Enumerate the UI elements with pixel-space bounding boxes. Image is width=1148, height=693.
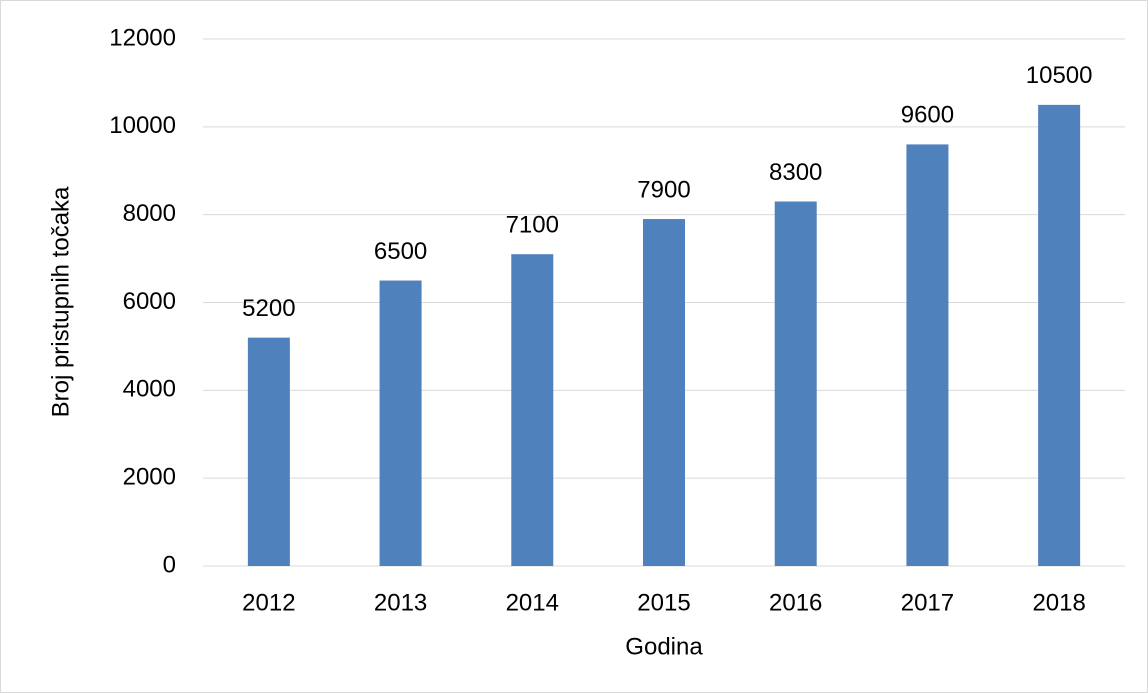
data-label: 9600 [901,102,954,129]
y-tick-label: 12000 [109,24,176,51]
y-tick-label: 4000 [123,376,176,403]
x-tick-label: 2013 [374,589,427,616]
y-tick-label: 0 [163,551,176,578]
y-tick-label: 2000 [123,464,176,491]
x-tick-label: 2012 [242,589,295,616]
x-tick-label: 2015 [637,589,690,616]
bar [247,337,290,566]
y-tick-label: 8000 [123,200,176,227]
data-label: 7900 [637,176,690,203]
x-tick-label: 2017 [901,589,954,616]
y-axis-label: Broj pristupnih točaka [47,186,74,417]
bar [379,280,422,566]
bar [1038,104,1081,566]
data-label: 5200 [242,295,295,322]
bar [643,219,685,566]
x-tick-label: 2018 [1032,589,1085,616]
data-label: 10500 [1026,62,1093,89]
data-label: 8300 [769,159,822,186]
y-tick-label: 10000 [109,112,176,139]
x-tick-label: 2016 [769,589,822,616]
y-tick-label: 6000 [123,288,176,315]
bar [511,254,554,567]
data-label: 7100 [506,212,559,239]
x-axis-label: Godina [625,633,703,660]
bar [774,201,817,566]
x-tick-label: 2014 [506,589,559,616]
bar [906,144,949,566]
data-label: 6500 [374,238,427,265]
